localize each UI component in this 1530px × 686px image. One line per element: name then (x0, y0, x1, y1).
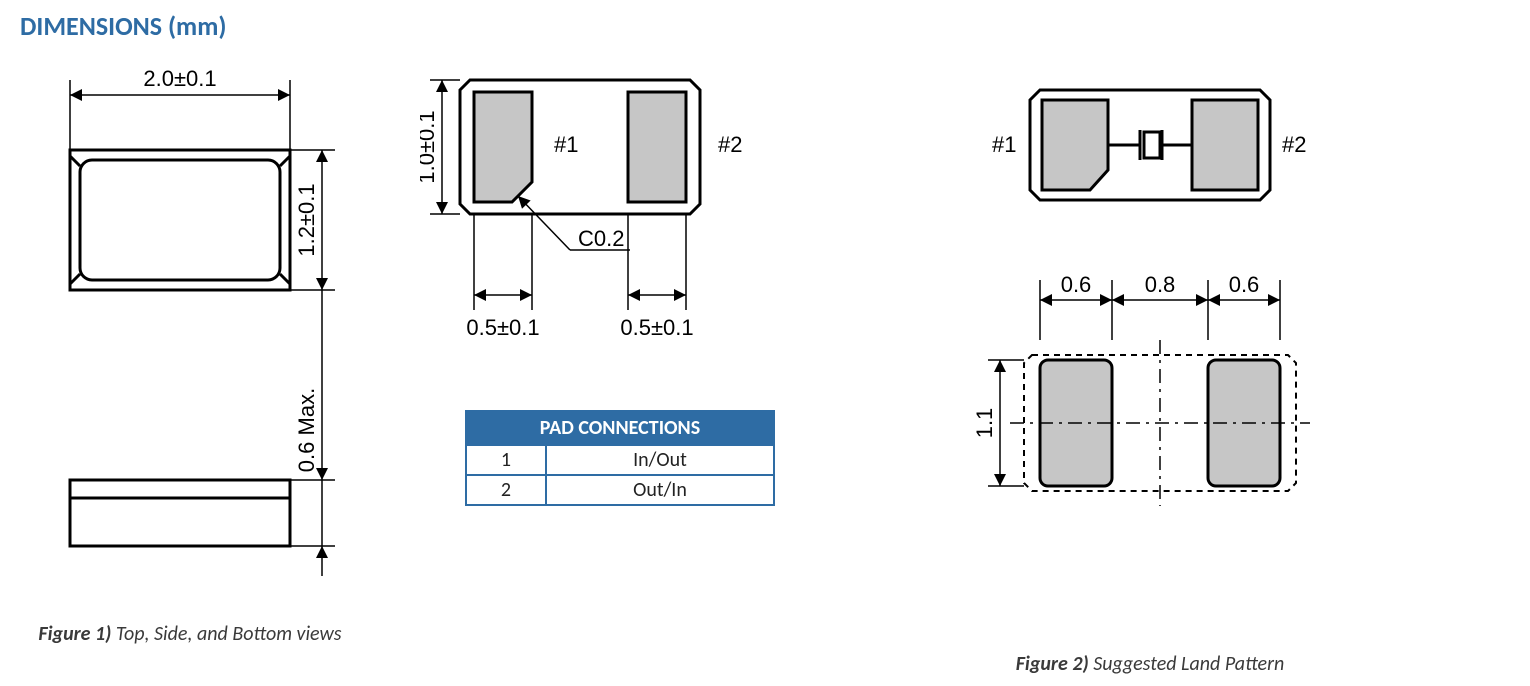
pad-connections-table: PAD CONNECTIONS 1 In/Out 2 Out/In (465, 410, 775, 506)
section-heading: DIMENSIONS (mm) (20, 10, 1510, 42)
fig1-text: Top, Side, and Bottom views (111, 622, 341, 646)
pad-val: Out/In (546, 475, 774, 505)
fig1-label: Figure 1) (38, 622, 111, 646)
table-row: 1 In/Out (466, 445, 774, 475)
dim-width: 2.0±0.1 (143, 66, 216, 91)
content-row: 2.0±0.1 1.2±0.1 (20, 50, 1510, 676)
pad-val: In/Out (546, 445, 774, 475)
figure2-col: #1 #2 0.6 0.8 0.6 (940, 50, 1360, 676)
fig2-label: Figure 2) (1016, 652, 1089, 676)
dim-height: 1.2±0.1 (294, 183, 319, 256)
chamfer-label: C0.2 (578, 226, 624, 251)
dim-lp-left: 0.6 (1061, 272, 1092, 297)
fig2-text: Suggested Land Pattern (1089, 652, 1285, 676)
dim-bottom-h: 1.0±0.1 (420, 110, 439, 183)
fig2-pad1-label: #1 (992, 132, 1016, 157)
fig1-caption: Figure 1) Top, Side, and Bottom views (38, 622, 341, 646)
pad2-label: #2 (718, 132, 742, 157)
dim-pad2-w: 0.5±0.1 (620, 315, 693, 340)
dim-lp-mid: 0.8 (1145, 272, 1176, 297)
fig2-pad2-label: #2 (1282, 132, 1306, 157)
figure1-bottom-col: 1.0±0.1 #1 #2 C0.2 0.5±0.1 0.5±0.1 (420, 50, 820, 506)
pad-table-title: PAD CONNECTIONS (466, 411, 774, 445)
pad-num: 1 (466, 445, 546, 475)
pad-num: 2 (466, 475, 546, 505)
dim-pad1-w: 0.5±0.1 (466, 315, 539, 340)
dim-side-h: 0.6 Max. (294, 388, 319, 472)
fig2-caption: Figure 2) Suggested Land Pattern (1016, 652, 1285, 676)
dim-lp-right: 0.6 (1229, 272, 1260, 297)
fig1-bottom-svg: 1.0±0.1 #1 #2 C0.2 0.5±0.1 0.5±0.1 (420, 50, 820, 400)
table-row: 2 Out/In (466, 475, 774, 505)
pad1-label: #1 (554, 132, 578, 157)
figure1-left: 2.0±0.1 1.2±0.1 (20, 50, 360, 646)
dim-lp-h: 1.1 (972, 408, 997, 439)
fig2-svg: #1 #2 0.6 0.8 0.6 (940, 50, 1360, 640)
fig1-top-side-svg: 2.0±0.1 1.2±0.1 (20, 50, 360, 610)
